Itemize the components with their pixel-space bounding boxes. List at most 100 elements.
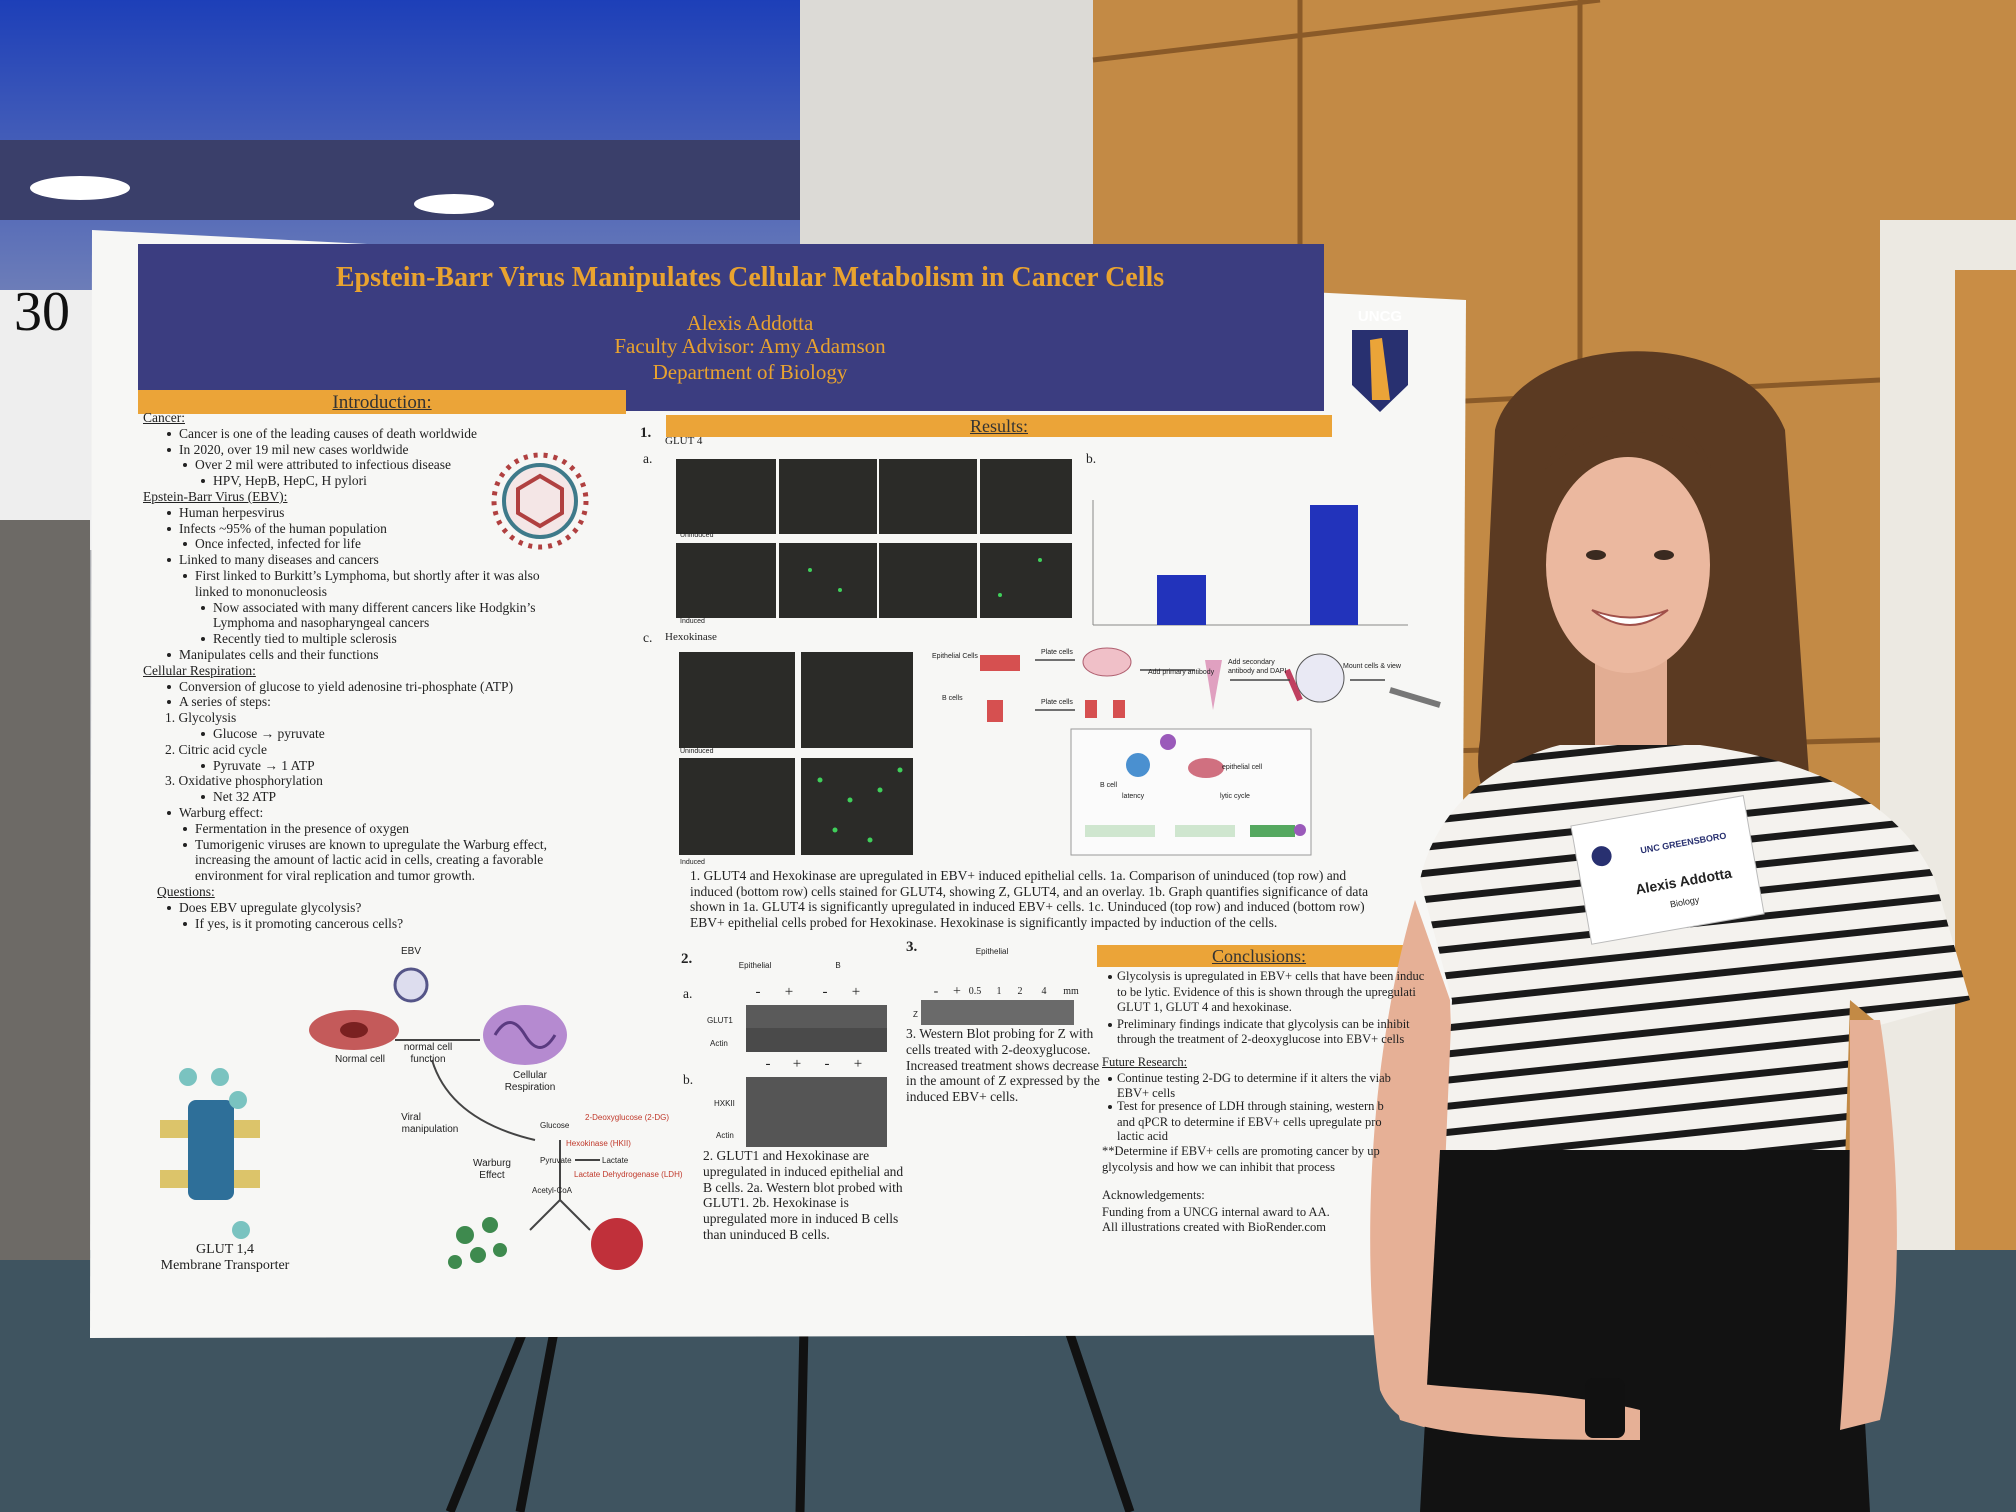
caption: 2. GLUT1 and Hexokinase are upregulated … <box>703 1148 904 1242</box>
bullet <box>183 921 187 926</box>
fig-letter: b. <box>683 1072 694 1087</box>
conclusion-line: Acknowledgements: <box>1102 1188 1205 1202</box>
workflow-label: Plate cells <box>1041 649 1073 656</box>
bullet <box>167 811 171 815</box>
lane-sign: + <box>851 984 861 1000</box>
fig-letter: b. <box>1086 451 1097 466</box>
intro-line: First linked to Burkitt’s Lymphoma, but … <box>195 568 540 583</box>
intro-line: Recently tied to multiple sclerosis <box>213 631 397 647</box>
intro-line: Lymphoma and nasopharyngeal cancers <box>213 615 430 631</box>
bullet <box>201 637 205 642</box>
bullet <box>183 542 187 547</box>
label: Warburg <box>473 1158 511 1169</box>
intro-line: 2. Citric acid cycle <box>165 741 267 757</box>
label: EBV <box>400 946 422 957</box>
blot-label: Actin <box>716 1131 734 1140</box>
lane-sign: - <box>755 984 761 1000</box>
bullet <box>201 763 205 768</box>
workflow-label: Add primary antibody <box>1148 669 1215 676</box>
fig-label: Uninduced <box>680 532 714 539</box>
label: manipulation <box>401 1124 459 1135</box>
conclusion-line: GLUT 1, GLUT 4 and hexokinase. <box>1117 1000 1292 1014</box>
fig-label: Hexokinase <box>665 631 717 643</box>
intro-line: Glucose → pyruvate <box>213 726 325 741</box>
intro-line: Cancer is one of the leading causes of d… <box>179 425 478 441</box>
intro-line: Once infected, infected for life <box>195 536 362 552</box>
conclusion-line: to be lytic. Evidence of this is shown t… <box>1117 985 1416 999</box>
bullet <box>167 653 171 657</box>
label: Normal cell <box>334 1054 386 1065</box>
lane-label: 0.5 <box>968 986 982 997</box>
light <box>30 176 130 200</box>
lane-sign: - <box>822 984 828 1000</box>
conclusion-line: Preliminary findings indicate that glyco… <box>1117 1017 1410 1031</box>
intro-line: environment for viral replication and tu… <box>195 868 476 884</box>
intro-line: Fermentation in the presence of oxygen <box>195 820 410 836</box>
lane-sign: + <box>784 984 794 1000</box>
crowd <box>0 520 90 1260</box>
blot-label: Z <box>913 1010 918 1019</box>
intro-line: Net 32 ATP <box>213 789 277 805</box>
conclusion-line: **Determine if EBV+ cells are promoting … <box>1102 1144 1380 1158</box>
virus-cluster <box>448 1217 507 1269</box>
workflow-label: Add secondary antibody and DAPI <box>1228 659 1287 675</box>
caption: 1. GLUT4 and Hexokinase are upregulated … <box>690 868 1369 930</box>
pathway-arrows <box>395 1039 600 1231</box>
intro-line: In 2020, over 19 mil new cases worldwide <box>179 441 409 457</box>
cycle-label: B cell <box>1100 782 1118 789</box>
fig-letter: c. <box>643 630 653 645</box>
label: function <box>410 1054 446 1065</box>
bullet <box>1108 1023 1112 1027</box>
intro-line: linked to mononucleosis <box>195 583 327 599</box>
section-heading: Conclusions: <box>1211 946 1307 966</box>
intro-line: A series of steps: <box>179 694 271 710</box>
fig-label: Uninduced <box>680 748 714 755</box>
graph-1b <box>1092 500 1408 626</box>
glut-transporter <box>160 1068 260 1239</box>
workflow-label: Plate cells <box>1041 699 1073 706</box>
lane-label: 1 <box>996 986 1002 997</box>
label: Viral <box>401 1112 421 1123</box>
booth-number: 30 <box>14 281 70 343</box>
conclusions-bar <box>1097 945 1421 967</box>
lane-sign: - <box>765 1056 771 1072</box>
author: Alexis Addotta <box>686 311 814 335</box>
intro-line: Human herpesvirus <box>179 504 285 520</box>
caption: 3. Western Blot probing for Z with cells… <box>906 1026 1100 1105</box>
cycle-label: epithelial cell <box>1222 764 1263 771</box>
section-heading: Results: <box>969 416 1029 436</box>
conclusion-line: Funding from a UNCG internal award to AA… <box>1102 1205 1330 1219</box>
lane-label: + <box>953 984 961 999</box>
fig-label: GLUT 4 <box>665 435 703 447</box>
lane-group: Epithelial <box>738 961 772 970</box>
blot-label: HXKII <box>714 1099 735 1108</box>
intro-line: Conversion of glucose to yield adenosine… <box>179 678 514 694</box>
label: Pyruvate <box>540 1156 572 1165</box>
bullet <box>167 510 171 515</box>
bullet <box>201 479 205 484</box>
bullet <box>183 574 187 578</box>
intro-line: Epstein-Barr Virus (EBV): <box>143 489 288 504</box>
lane-sign: - <box>824 1056 830 1072</box>
lane-label: mm <box>1063 986 1079 997</box>
cycle-label: latency <box>1122 793 1145 800</box>
label: GLUT 1,4 <box>195 1242 255 1257</box>
fluorescent-spots <box>808 558 1042 843</box>
intro-line: Now associated with many different cance… <box>213 599 536 615</box>
results-bar <box>666 415 1332 437</box>
workflow-label: Epithelial Cells <box>932 653 978 660</box>
section-heading: Introduction: <box>332 392 432 413</box>
poster-title: Epstein-Barr Virus Manipulates Cellular … <box>335 262 1165 293</box>
logo-figure <box>1370 338 1390 400</box>
label: Cellular <box>513 1070 547 1081</box>
intro-line: Cancer: <box>143 410 185 425</box>
intro-line: Tumorigenic viruses are known to upregul… <box>195 836 547 852</box>
bullet <box>167 684 171 689</box>
workflow-label: Mount cells & view <box>1343 663 1401 670</box>
lane-group: B <box>835 961 841 970</box>
label: Lactate Dehydrogenase (LDH) <box>574 1170 683 1179</box>
bullet <box>1108 1077 1112 1081</box>
bullet <box>167 526 171 531</box>
bullet <box>167 558 171 563</box>
